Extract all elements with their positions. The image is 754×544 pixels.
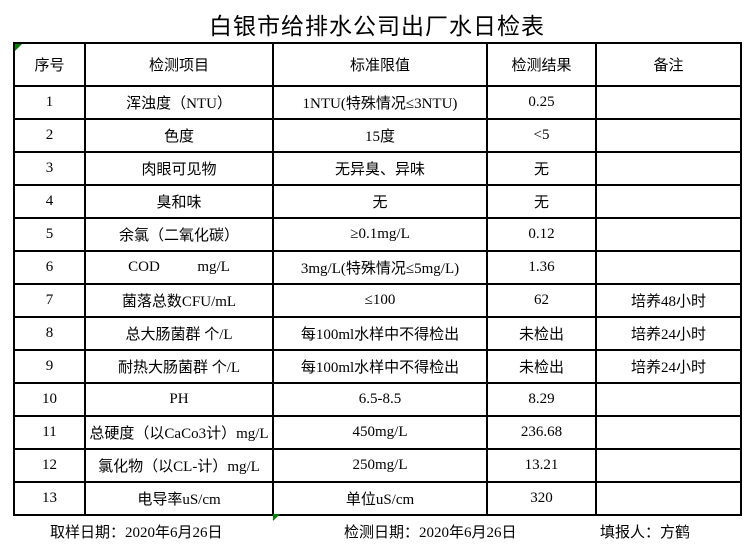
cell-standard: 无异臭、异味 bbox=[272, 151, 488, 186]
cell-result: 无 bbox=[486, 184, 597, 219]
cell-no: 7 bbox=[13, 283, 86, 318]
cell-result: 320 bbox=[486, 481, 597, 516]
table-row: 9 耐热大肠菌群 个/L 每100ml水样中不得检出 未检出 培养24小时 bbox=[13, 349, 742, 384]
cell-note bbox=[595, 118, 742, 153]
table-row: 7 菌落总数CFU/mL ≤100 62 培养48小时 bbox=[13, 283, 742, 318]
table-row: 10 PH 6.5-8.5 8.29 bbox=[13, 382, 742, 417]
cell-no: 1 bbox=[13, 85, 86, 120]
cell-note bbox=[595, 448, 742, 483]
reporter-label: 填报人：方鹤 bbox=[600, 525, 691, 541]
table-row: 2 色度 15度 <5 bbox=[13, 118, 742, 153]
cell-standard: 15度 bbox=[272, 118, 488, 153]
table-row: 3 肉眼可见物 无异臭、异味无 bbox=[13, 151, 742, 186]
cell-result: 1.36 bbox=[486, 250, 597, 285]
cell-item: 臭和味 bbox=[84, 184, 274, 219]
sampling-date-label: 取样日期：2020年6月26日 bbox=[50, 525, 223, 541]
cell-item: 余氯（二氧化碳） bbox=[84, 217, 274, 252]
test-date-label: 检测日期：2020年6月26日 bbox=[344, 525, 517, 541]
cell-no: 3 bbox=[13, 151, 86, 186]
cell-result: <5 bbox=[486, 118, 597, 153]
cell-item: 氯化物（以CL-计）mg/L bbox=[84, 448, 274, 483]
cell-note: 培养24小时 bbox=[595, 316, 742, 351]
cell-standard: 3mg/L(特殊情况≤5mg/L) bbox=[272, 250, 488, 285]
cell-result: 无 bbox=[486, 151, 597, 186]
cell-item: COD mg/L bbox=[84, 250, 274, 285]
cell-result: 13.21 bbox=[486, 448, 597, 483]
cell-item: 总硬度（以CaCo3计）mg/L bbox=[84, 415, 274, 450]
cell-no: 11 bbox=[13, 415, 86, 450]
cell-note bbox=[595, 382, 742, 417]
cell-result: 8.29 bbox=[486, 382, 597, 417]
cell-no: 5 bbox=[13, 217, 86, 252]
cell-result: 未检出 bbox=[486, 349, 597, 384]
cell-standard: ≤100 bbox=[272, 283, 488, 318]
cell-note: 培养48小时 bbox=[595, 283, 742, 318]
header-result: 检测结果 bbox=[486, 42, 597, 87]
table-body: 1 浑浊度（NTU） 1NTU(特殊情况≤3NTU) 0.25 2 色度 15度 <5 3 肉眼可… bbox=[13, 85, 742, 516]
cell-note bbox=[595, 250, 742, 285]
cell-no: 4 bbox=[13, 184, 86, 219]
cell-note bbox=[595, 217, 742, 252]
cell-standard: 单位uS/cm bbox=[272, 481, 488, 516]
cell-note bbox=[595, 85, 742, 120]
cell-standard: ≥0.1mg/L bbox=[272, 217, 488, 252]
cell-item: 总大肠菌群 个/L bbox=[84, 316, 274, 351]
header-standard: 标准限值 bbox=[272, 42, 488, 87]
cell-item: 菌落总数CFU/mL bbox=[84, 283, 274, 318]
cell-standard: 450mg/L bbox=[272, 415, 488, 450]
cell-no: 2 bbox=[13, 118, 86, 153]
cell-note bbox=[595, 415, 742, 450]
table-row: 13 电导率uS/cm 单位uS/cm 320 bbox=[13, 481, 742, 516]
cell-result: 236.68 bbox=[486, 415, 597, 450]
table-row: 12 氯化物（以CL-计）mg/L 250mg/L 13.21 bbox=[13, 448, 742, 483]
cell-item: 肉眼可见物 bbox=[84, 151, 274, 186]
cell-result: 62 bbox=[486, 283, 597, 318]
cell-standard: 每100ml水样中不得检出 bbox=[272, 316, 488, 351]
cell-result: 未检出 bbox=[486, 316, 597, 351]
cell-standard: 每100ml水样中不得检出 bbox=[272, 349, 488, 384]
cell-no: 9 bbox=[13, 349, 86, 384]
excel-corner-marker-icon bbox=[15, 44, 22, 51]
cell-item: 浑浊度（NTU） bbox=[84, 85, 274, 120]
cell-no: 6 bbox=[13, 250, 86, 285]
cell-standard: 1NTU(特殊情况≤3NTU) bbox=[272, 85, 488, 120]
header-item: 检测项目 bbox=[84, 42, 274, 87]
page-title: 白银市给排水公司出厂水日检表 bbox=[209, 14, 545, 39]
cell-no: 10 bbox=[13, 382, 86, 417]
cell-no: 13 bbox=[13, 481, 86, 516]
cell-note bbox=[595, 151, 742, 186]
cell-result: 0.25 bbox=[486, 85, 597, 120]
cell-result: 0.12 bbox=[486, 217, 597, 252]
table-row: 5 余氯（二氧化碳） ≥0.1mg/L 0.12 bbox=[13, 217, 742, 252]
cell-item: PH bbox=[84, 382, 274, 417]
cell-no: 8 bbox=[13, 316, 86, 351]
header-no: 序号 bbox=[13, 42, 86, 87]
daily-inspection-table: 序号 检测项目 标准限值 检测结果 备注 1 浑浊度（NTU） 1NTU(特殊情况≤… bbox=[13, 42, 742, 516]
table-row: 11 总硬度（以CaCo3计）mg/L 450mg/L 236.68 bbox=[13, 415, 742, 450]
header-note: 备注 bbox=[595, 42, 742, 87]
cell-standard: 6.5-8.5 bbox=[272, 382, 488, 417]
cell-item: 耐热大肠菌群 个/L bbox=[84, 349, 274, 384]
cell-note bbox=[595, 481, 742, 516]
table-row: 8 总大肠菌群 个/L 每100ml水样中不得检出 未检出 培养24小时 bbox=[13, 316, 742, 351]
table-row: 4 臭和味无无 bbox=[13, 184, 742, 219]
cell-standard: 250mg/L bbox=[272, 448, 488, 483]
cell-item: 电导率uS/cm bbox=[84, 481, 274, 516]
cell-no: 12 bbox=[13, 448, 86, 483]
table-row: 1 浑浊度（NTU） 1NTU(特殊情况≤3NTU) 0.25 bbox=[13, 85, 742, 120]
table-header-row: 序号 检测项目 标准限值 检测结果 备注 bbox=[13, 42, 742, 87]
cell-note: 培养24小时 bbox=[595, 349, 742, 384]
table-row: 6 COD mg/L 3mg/L(特殊情况≤5mg/L) 1.36 bbox=[13, 250, 742, 285]
cell-note bbox=[595, 184, 742, 219]
cell-item: 色度 bbox=[84, 118, 274, 153]
cell-standard: 无 bbox=[272, 184, 488, 219]
excel-corner-marker-icon bbox=[273, 514, 280, 521]
